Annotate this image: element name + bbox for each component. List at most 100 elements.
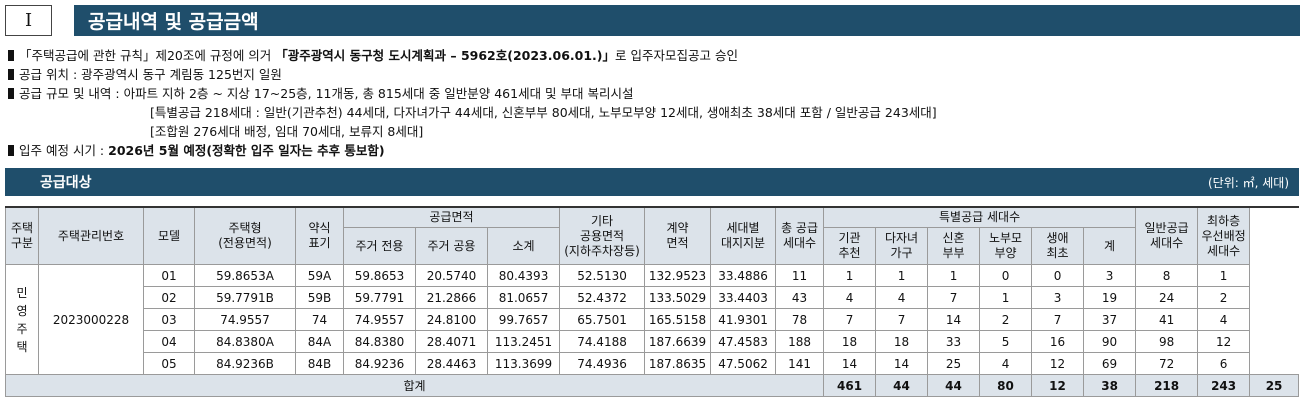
cell-model: 03	[143, 308, 195, 331]
bullet-icon	[8, 88, 14, 99]
cell-other: 52.4372	[559, 286, 646, 309]
cell-total: 78	[775, 308, 825, 331]
cell-area-sub: 99.7657	[486, 308, 561, 331]
info-move-in: 입주 예정 시기 : 2026년 5월 예정(정확한 입주 일자는 추후 통보함…	[8, 143, 385, 159]
section-header: I 공급내역 및 공급금액	[5, 5, 1300, 36]
cell-area-common: 21.2866	[415, 286, 488, 309]
cell-land: 33.4886	[710, 264, 777, 287]
sum-label: 합계	[4, 374, 825, 397]
cell-abbr: 59A	[295, 264, 344, 287]
supply-target-bar: 공급대상 (단위: ㎡, 세대)	[5, 168, 1299, 196]
sum-total: 461	[823, 374, 877, 397]
th-sp-newly: 신혼 부부	[927, 227, 981, 265]
cell-sp-inst: 4	[823, 286, 877, 309]
cell-sp-first: 3	[1031, 286, 1085, 309]
info-special-supply: [특별공급 218세대 : 일반(기관추천) 44세대, 다자녀가구 44세대,…	[150, 105, 937, 120]
cell-general: 24	[1135, 286, 1199, 309]
th-other: 기타 공용면적 (지하주차장등)	[559, 206, 646, 265]
info-scale: 공급 규모 및 내역 : 아파트 지하 2층 ~ 지상 17~25층, 11개동…	[8, 86, 634, 102]
cell-lowest: 12	[1197, 330, 1251, 353]
bullet-icon	[8, 50, 14, 61]
cell-sp-inst: 1	[823, 264, 877, 287]
type-cell: 민 영 주 택	[5, 264, 39, 375]
cell-lowest: 4	[1197, 308, 1251, 331]
th-area-sub: 소계	[486, 227, 561, 265]
cell-sp-sum: 3	[1083, 264, 1137, 287]
cell-contract: 187.8635	[644, 352, 712, 375]
supply-table: 주택 구분 주택관리번호 모델 주택형 (전용면적) 약식 표기 공급면적 기타…	[4, 206, 1299, 397]
th-contract: 계약 면적	[644, 206, 712, 265]
cell-area-private: 74.9557	[343, 308, 416, 331]
cell-area-sub: 81.0657	[486, 286, 561, 309]
th-sp-sum: 계	[1083, 227, 1137, 265]
cell-general: 41	[1135, 308, 1199, 331]
cell-sp-first: 16	[1031, 330, 1085, 353]
section-number: I	[5, 5, 52, 36]
cell-area-common: 20.5740	[415, 264, 488, 287]
sum-sp-inst: 44	[875, 374, 929, 397]
table-row: 04 84.8380A 84A 84.8380 28.4071 113.2451…	[6, 330, 1299, 353]
th-total: 총 공급 세대수	[775, 206, 825, 265]
sum-sp-multi: 44	[927, 374, 981, 397]
cell-contract: 187.6639	[644, 330, 712, 353]
sum-sp-sum: 218	[1135, 374, 1199, 397]
cell-area-sub: 80.4393	[486, 264, 561, 287]
cell-abbr: 84B	[295, 352, 344, 375]
th-sp-first: 생애 최초	[1031, 227, 1085, 265]
table-sum-row: 합계 461 44 44 80 12 38 218 243 25	[4, 374, 1299, 397]
cell-land: 47.4583	[710, 330, 777, 353]
cell-sp-parent: 4	[979, 352, 1033, 375]
th-type: 주택 구분	[5, 206, 39, 265]
cell-model: 05	[143, 352, 195, 375]
cell-sp-inst: 14	[823, 352, 877, 375]
cell-sp-sum: 69	[1083, 352, 1137, 375]
table-row: 민 영 주 택 2023000228 01 59.8653A 59A 59.86…	[5, 264, 1299, 375]
cell-sp-parent: 2	[979, 308, 1033, 331]
sum-sp-newly: 80	[979, 374, 1033, 397]
cell-sp-inst: 18	[823, 330, 877, 353]
cell-sp-sum: 90	[1083, 330, 1137, 353]
cell-total: 43	[775, 286, 825, 309]
cell-housetype: 84.9236B	[194, 352, 296, 375]
bullet-icon	[8, 69, 14, 80]
cell-contract: 132.9523	[644, 264, 712, 287]
cell-area-common: 24.8100	[415, 308, 488, 331]
cell-sp-newly: 25	[927, 352, 981, 375]
cell-lowest: 6	[1197, 352, 1251, 375]
sum-sp-parent: 12	[1031, 374, 1085, 397]
th-code: 주택관리번호	[38, 206, 144, 265]
cell-sp-multi: 1	[875, 264, 929, 287]
th-general: 일반공급 세대수	[1135, 206, 1199, 265]
cell-sp-first: 12	[1031, 352, 1085, 375]
th-area-private: 주거 전용	[343, 227, 416, 265]
info-approval: 「주택공급에 관한 규칙」제20조에 규정에 의거 「광주광역시 동구청 도시계…	[8, 48, 738, 64]
cell-general: 98	[1135, 330, 1199, 353]
cell-general: 8	[1135, 264, 1199, 287]
cell-sp-parent: 1	[979, 286, 1033, 309]
cell-other: 52.5130	[559, 264, 646, 287]
cell-other: 65.7501	[559, 308, 646, 331]
cell-area-sub: 113.3699	[486, 352, 561, 375]
th-lowest: 최하층 우선배정 세대수	[1197, 206, 1251, 265]
supply-target-title: 공급대상	[40, 175, 92, 191]
info-location: 공급 위치 : 광주광역시 동구 계림동 125번지 일원	[8, 67, 282, 83]
th-sp-inst: 기관 추천	[823, 227, 877, 265]
cell-sp-multi: 4	[875, 286, 929, 309]
cell-housetype: 59.8653A	[194, 264, 296, 287]
cell-sp-parent: 0	[979, 264, 1033, 287]
cell-model: 04	[143, 330, 195, 353]
th-special-group: 특별공급 세대수	[823, 206, 1137, 228]
cell-abbr: 59B	[295, 286, 344, 309]
cell-sp-multi: 18	[875, 330, 929, 353]
sum-general: 243	[1197, 374, 1251, 397]
section-title: 공급내역 및 공급금액	[74, 5, 1300, 36]
th-model: 모델	[143, 206, 195, 265]
cell-area-private: 59.8653	[343, 264, 416, 287]
cell-land: 41.9301	[710, 308, 777, 331]
cell-other: 74.4188	[559, 330, 646, 353]
th-area-group: 공급면적	[342, 206, 561, 228]
table-row: 02 59.7791B 59B 59.7791 21.2866 81.0657 …	[6, 286, 1299, 309]
cell-land: 47.5062	[710, 352, 777, 375]
cell-area-sub: 113.2451	[486, 330, 561, 353]
cell-lowest: 1	[1197, 264, 1251, 287]
